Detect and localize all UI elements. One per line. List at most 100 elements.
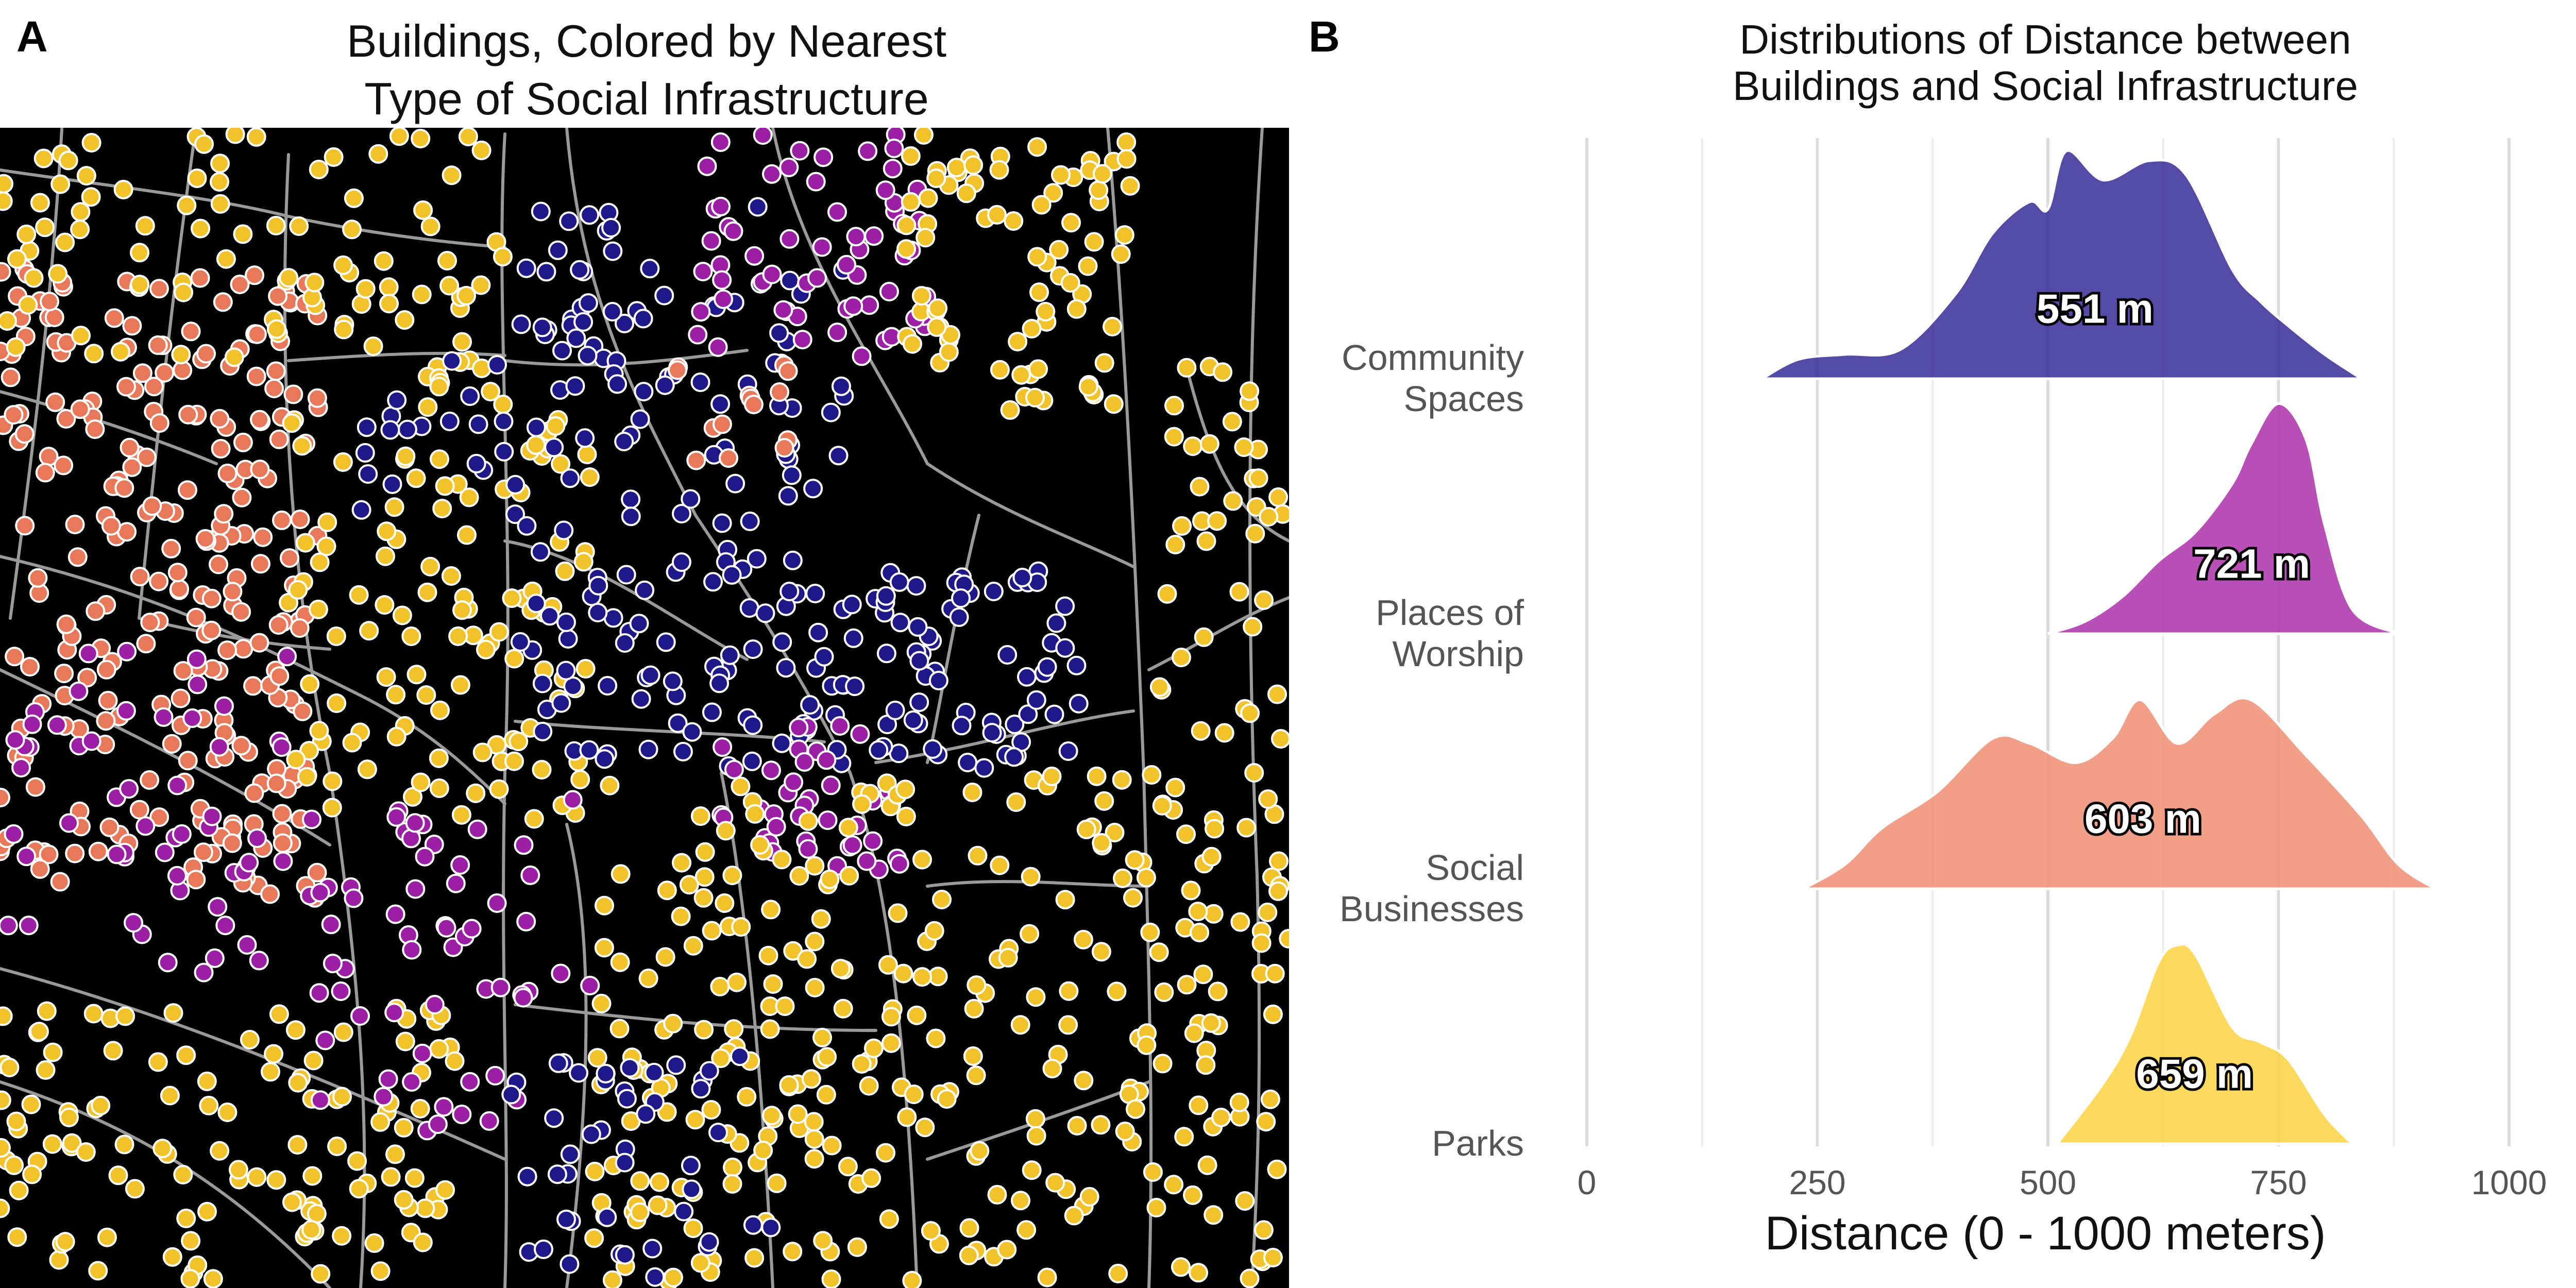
building-point (11, 758, 31, 778)
building-point (580, 467, 600, 487)
x-tick-label: 250 (1789, 1163, 1845, 1201)
building-point (309, 983, 329, 1003)
building-point (889, 572, 909, 592)
building-point (1060, 273, 1080, 293)
building-point (1104, 394, 1124, 414)
building-point (137, 447, 157, 467)
building-point (6, 1111, 26, 1131)
building-point (237, 935, 257, 955)
building-point (816, 1084, 836, 1105)
building-point (1165, 535, 1185, 554)
building-point (315, 1030, 335, 1050)
building-point (902, 334, 922, 354)
building-point (1248, 468, 1268, 488)
building-point (1164, 396, 1184, 416)
building-point (379, 277, 399, 297)
building-point (413, 1232, 433, 1252)
building-point (578, 346, 598, 366)
building-point (958, 753, 978, 772)
building-point (638, 969, 658, 988)
building-point (135, 816, 156, 836)
building-point (370, 1112, 391, 1132)
building-point (779, 1075, 799, 1095)
building-point (49, 1250, 69, 1270)
building-point (456, 285, 477, 306)
building-point (180, 1269, 200, 1288)
building-point (88, 1261, 108, 1281)
building-point (303, 1050, 324, 1071)
building-point (720, 645, 740, 665)
building-point (556, 612, 576, 632)
building-point (1191, 721, 1211, 741)
building-point (573, 312, 594, 332)
building-point (224, 347, 244, 367)
building-point (487, 893, 507, 913)
y-tick-label: Spaces (1404, 379, 1524, 419)
building-point (301, 1220, 321, 1240)
building-point (225, 128, 245, 144)
building-point (122, 457, 142, 477)
building-point (769, 323, 789, 343)
building-point (4, 405, 24, 425)
building-point (869, 740, 889, 760)
building-point (5, 730, 25, 750)
building-point (124, 913, 143, 933)
building-point (724, 1019, 744, 1039)
building-point (452, 1105, 472, 1124)
building-point (132, 363, 152, 383)
building-point (81, 133, 101, 152)
building-point (173, 1165, 193, 1184)
building-point (162, 734, 182, 754)
building-point (1259, 507, 1279, 527)
building-point (878, 955, 898, 975)
building-point (767, 1173, 787, 1193)
building-points (0, 128, 1289, 1288)
building-point (551, 454, 571, 474)
building-point (181, 1231, 201, 1251)
building-point (918, 188, 938, 208)
building-point (187, 649, 207, 669)
building-point (674, 1201, 694, 1222)
building-point (875, 180, 895, 200)
building-point (1279, 929, 1289, 948)
building-point (445, 1051, 465, 1071)
building-point (1094, 353, 1114, 373)
building-point (615, 1245, 635, 1265)
building-point (580, 205, 600, 225)
building-point (1265, 963, 1285, 984)
building-point (1177, 975, 1197, 995)
building-point (231, 602, 251, 622)
building-point (1005, 715, 1025, 734)
building-point (246, 128, 266, 147)
building-point (808, 622, 828, 642)
building-point (115, 1006, 135, 1026)
building-point (69, 681, 89, 701)
building-point (181, 321, 201, 342)
building-point (831, 376, 851, 396)
building-point (595, 749, 615, 769)
building-point (907, 1005, 927, 1025)
building-point (309, 721, 329, 741)
building-point (142, 496, 162, 516)
building-point (654, 285, 674, 306)
building-point (217, 463, 238, 483)
building-point (722, 1174, 742, 1194)
building-point (1044, 704, 1064, 724)
building-point (452, 332, 472, 352)
building-point (416, 685, 436, 705)
building-point (630, 1202, 650, 1222)
building-point (163, 1003, 183, 1023)
building-point (1029, 282, 1049, 302)
building-point (712, 270, 732, 290)
building-point (789, 718, 809, 738)
road-segment (0, 555, 506, 805)
building-point (342, 733, 362, 753)
building-point (580, 976, 600, 995)
building-point (811, 909, 831, 929)
building-point (405, 879, 426, 899)
building-point (1177, 358, 1197, 378)
building-point (272, 737, 292, 757)
building-point (84, 344, 104, 364)
building-point (744, 246, 765, 266)
building-point (178, 751, 198, 771)
